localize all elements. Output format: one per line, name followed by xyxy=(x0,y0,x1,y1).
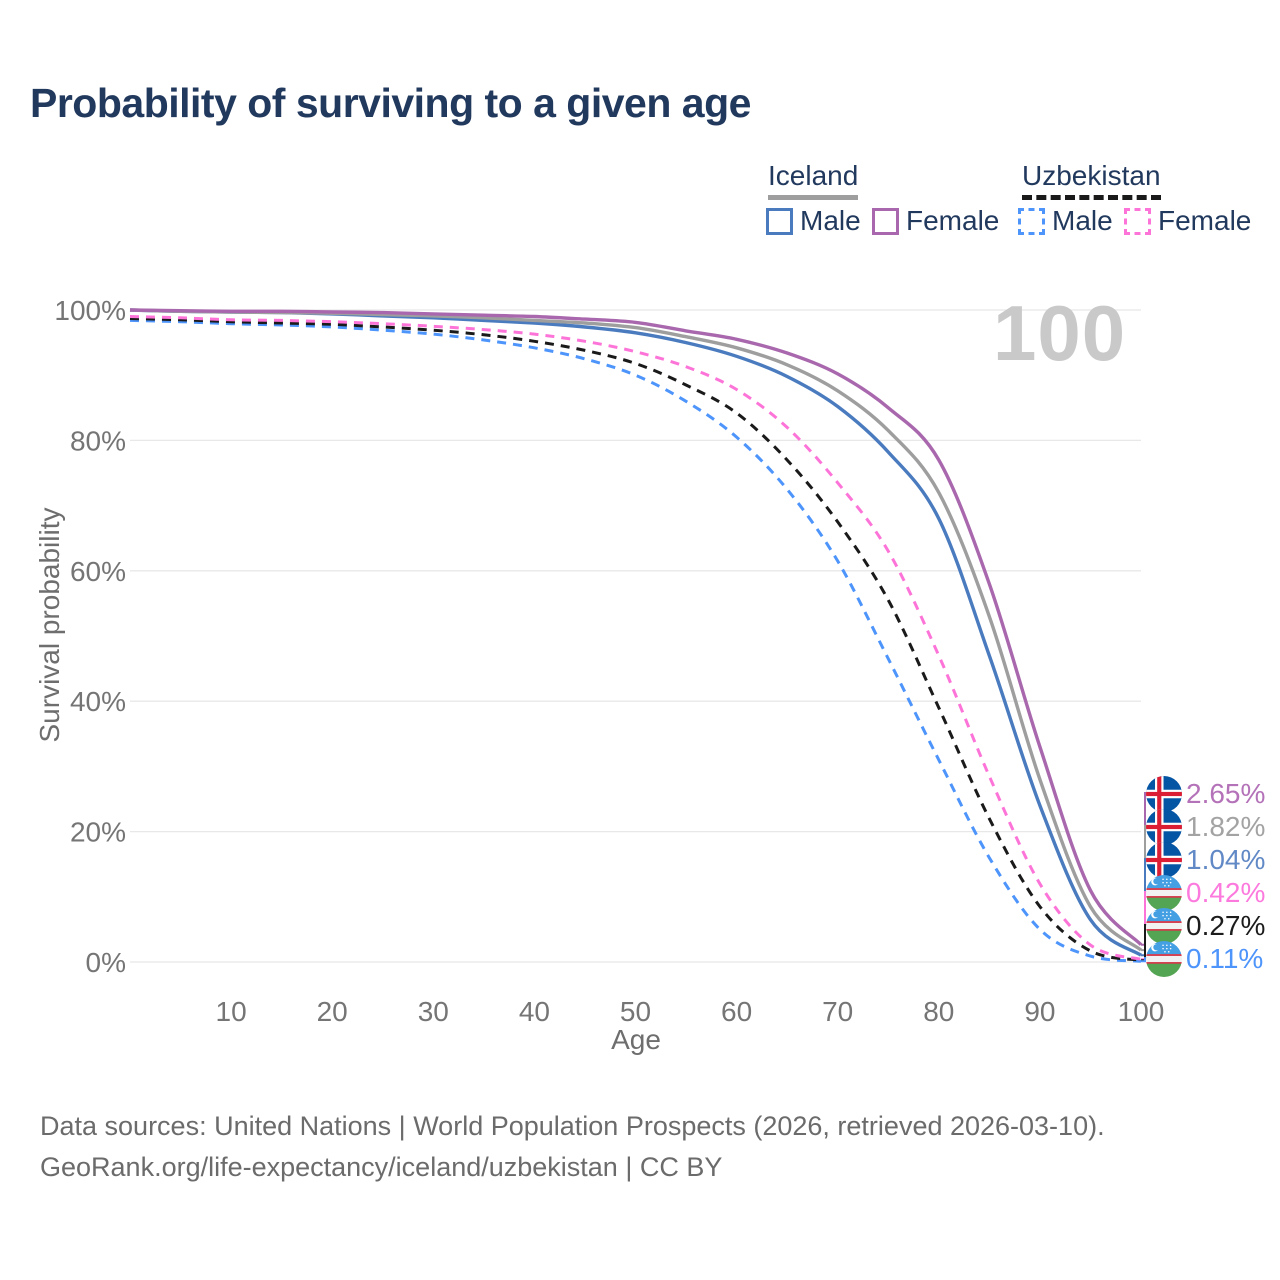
y-tick: 80% xyxy=(70,425,126,456)
iceland-flag-icon xyxy=(1146,808,1182,845)
end-value: 0.27% xyxy=(1186,909,1266,941)
legend-group-uzbekistan: Uzbekistan xyxy=(1022,160,1161,200)
series-line-uzbekistan-male xyxy=(129,318,1142,963)
legend-item-label: Female xyxy=(1158,205,1252,236)
series-line-iceland-female xyxy=(129,308,1143,946)
iceland-male-swatch-icon xyxy=(766,207,793,235)
series-line-iceland-total xyxy=(129,308,1143,952)
legend-item-uzbekistan-female[interactable]: Female xyxy=(1124,205,1251,237)
end-value: 0.42% xyxy=(1186,876,1266,908)
end-value: 2.65% xyxy=(1186,777,1266,809)
page-title: Probability of surviving to a given age xyxy=(30,80,751,126)
x-tick: 90 xyxy=(1024,996,1055,1027)
end-value: 0.11% xyxy=(1186,942,1264,974)
x-axis-label: Age xyxy=(611,1024,661,1055)
legend-item-uzbekistan-male[interactable]: Male xyxy=(1018,205,1113,237)
x-tick: 30 xyxy=(418,996,449,1027)
x-tick: 10 xyxy=(216,996,247,1027)
attribution-line: GeoRank.org/life-expectancy/iceland/uzbe… xyxy=(40,1152,723,1182)
end-label-uzbekistan-male: 0.11% xyxy=(1146,940,1265,977)
data-sources-line: Data sources: United Nations | World Pop… xyxy=(40,1111,1105,1141)
x-tick: 20 xyxy=(317,996,348,1027)
legend-item-iceland-male[interactable]: Male xyxy=(766,205,861,237)
end-label-uzbekistan-total: 0.27% xyxy=(1146,907,1266,944)
uzbekistan-female-swatch-icon xyxy=(1124,207,1151,235)
legend-item-label: Male xyxy=(1052,205,1113,236)
x-tick: 80 xyxy=(923,996,954,1027)
x-tick: 40 xyxy=(519,996,550,1027)
x-tick: 50 xyxy=(620,996,651,1027)
uzbekistan-flag-icon xyxy=(1146,874,1182,911)
y-tick: 0% xyxy=(86,947,126,978)
iceland-female-swatch-icon xyxy=(872,207,899,235)
y-tick: 40% xyxy=(70,686,126,717)
end-label-iceland-male: 1.04% xyxy=(1146,841,1266,878)
uzbekistan-flag-icon xyxy=(1146,907,1182,944)
uzbekistan-male-swatch-icon xyxy=(1018,207,1045,235)
end-label-uzbekistan-female: 0.42% xyxy=(1146,874,1266,911)
x-tick: 70 xyxy=(822,996,853,1027)
end-value: 1.82% xyxy=(1186,810,1266,842)
series-line-uzbekistan-total xyxy=(129,317,1142,962)
y-axis-label: Survival probability xyxy=(34,507,65,743)
y-tick: 60% xyxy=(70,556,126,587)
series-line-uzbekistan-female xyxy=(129,315,1142,961)
legend-item-iceland-female[interactable]: Female xyxy=(872,205,999,237)
iceland-flag-icon xyxy=(1146,775,1182,812)
uzbekistan-flag-icon xyxy=(1146,940,1182,977)
end-labels: 2.65% 1.82% 1.04% xyxy=(1146,775,1266,977)
iceland-flag-icon xyxy=(1146,841,1182,878)
y-tick: 20% xyxy=(70,817,126,848)
end-label-iceland-female: 2.65% xyxy=(1146,775,1266,812)
end-value: 1.04% xyxy=(1186,843,1266,875)
age-watermark: 100 xyxy=(993,289,1127,377)
x-tick: 60 xyxy=(721,996,752,1027)
footer: Data sources: United Nations | World Pop… xyxy=(40,1106,1105,1188)
end-label-iceland-total: 1.82% xyxy=(1146,808,1266,845)
x-tick: 100 xyxy=(1118,996,1165,1027)
y-tick: 100% xyxy=(54,295,126,326)
legend-item-label: Female xyxy=(906,205,1000,236)
legend-group-iceland: Iceland xyxy=(768,160,859,200)
legend-item-label: Male xyxy=(800,205,861,236)
